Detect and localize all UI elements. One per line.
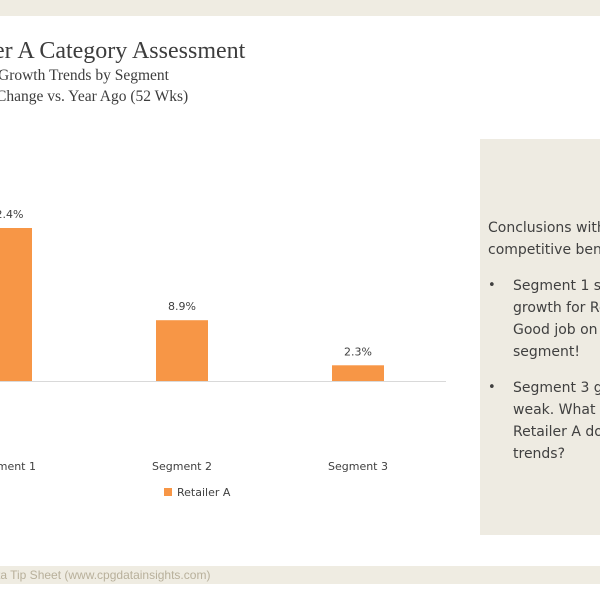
bullet-line: Retailer A do t [513, 424, 600, 440]
data-label: 2.3% [344, 345, 372, 358]
bullet-line: Good job on t [513, 322, 600, 338]
bullet-line: growth for Re [513, 300, 600, 316]
conclusion-heading-line: Conclusions with n [488, 220, 600, 236]
bullet-line: Segment 1 sh [513, 278, 600, 294]
x-tick-label: Segment 1 [0, 460, 36, 473]
conclusion-bullet: • Segment 1 sh growth for Re Good job on… [488, 275, 600, 363]
bullet-line: trends? [513, 446, 566, 462]
bar-segment-2 [156, 320, 208, 381]
legend-swatch [164, 488, 172, 496]
bullet-icon: • [488, 278, 496, 293]
conclusions-panel: Conclusions with n competitive bench • S… [480, 139, 600, 535]
conclusions-text: Conclusions with n competitive bench • S… [488, 217, 600, 465]
legend-label: Retailer A [177, 486, 231, 499]
data-label: 22.4% [0, 208, 23, 221]
data-label: 8.9% [168, 300, 196, 313]
bullet-line: weak. What d [513, 402, 600, 418]
bar-segment-1 [0, 228, 32, 381]
bar-segment-3 [332, 365, 384, 381]
x-tick-label: Segment 2 [152, 460, 212, 473]
top-band [0, 0, 600, 16]
conclusion-bullet: • Segment 3 gro weak. What d Retailer A … [488, 377, 600, 465]
conclusion-heading-line: competitive bench [488, 242, 600, 258]
bullet-icon: • [488, 380, 496, 395]
bullet-line: Segment 3 gro [513, 380, 600, 396]
footer-source: ta Tip Sheet (www.cpgdatainsights.com) [0, 568, 211, 582]
chart-subtitle: Growth Trends by Segment [0, 67, 169, 84]
chart-subtitle-measure: Change vs. Year Ago (52 Wks) [0, 88, 189, 105]
page-title: er A Category Assessment [0, 38, 246, 64]
x-tick-label: Segment 3 [328, 460, 388, 473]
bullet-line: segment! [513, 344, 581, 360]
footer-band [0, 566, 600, 584]
